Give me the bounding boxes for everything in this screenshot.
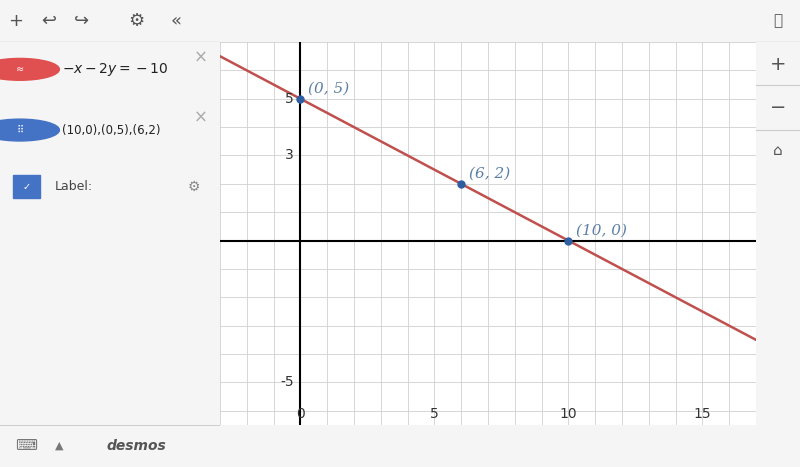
Text: ⚙: ⚙ [187,180,200,194]
Text: ×: × [194,109,207,127]
Text: 15: 15 [694,407,711,421]
Text: ↪: ↪ [74,12,89,30]
Text: desmos: desmos [106,439,166,453]
Text: 5: 5 [430,407,438,421]
Text: 5: 5 [285,92,294,106]
Text: Label:: Label: [55,180,93,193]
Text: ≈: ≈ [16,64,24,74]
Text: 10: 10 [559,407,578,421]
Text: 0: 0 [296,407,305,421]
Text: «: « [170,12,182,30]
Text: 🔧: 🔧 [774,14,782,28]
Text: ×: × [194,48,207,66]
Text: (0, 5): (0, 5) [309,82,350,96]
Text: (10,0),(0,5),(6,2): (10,0),(0,5),(6,2) [62,124,160,136]
Text: $-x-2y=-10$: $-x-2y=-10$ [62,61,168,78]
Text: +: + [8,12,23,30]
Circle shape [0,58,59,80]
FancyBboxPatch shape [13,175,40,198]
Text: (6, 2): (6, 2) [470,167,510,181]
Text: (10, 0): (10, 0) [577,223,627,237]
Text: 3: 3 [285,149,294,163]
Text: ▲: ▲ [55,441,64,451]
Text: ⚙: ⚙ [128,12,145,30]
Text: ⌂: ⌂ [773,143,783,158]
Text: ⌨: ⌨ [15,439,38,453]
Text: -5: -5 [280,375,294,389]
Text: ✓: ✓ [22,182,30,192]
Text: ⠿: ⠿ [16,125,23,135]
Text: −: − [770,98,786,117]
Text: ↩: ↩ [41,12,56,30]
Text: +: + [770,55,786,74]
Circle shape [0,119,59,141]
